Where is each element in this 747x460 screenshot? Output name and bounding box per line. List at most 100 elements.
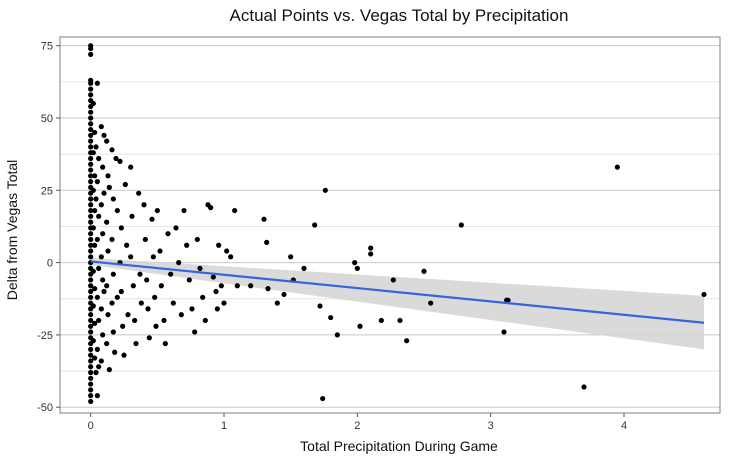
data-point [200,294,206,300]
data-point [92,173,98,179]
data-point [145,306,151,312]
x-tick-label: 4 [621,420,627,432]
data-point [109,300,115,306]
data-point [90,225,96,231]
data-point [92,207,98,214]
data-point [121,352,127,358]
data-point [120,323,126,329]
data-point [96,317,102,324]
data-point [136,190,142,196]
data-point [170,300,176,306]
data-point [158,283,164,289]
data-point [312,222,318,228]
data-point [328,314,334,321]
data-point [202,317,208,324]
data-point [88,288,94,295]
y-tick-label: -50 [37,402,53,414]
data-point [88,242,94,248]
data-point [168,271,174,277]
data-point [214,306,220,312]
data-point [88,115,94,121]
data-point [98,358,104,364]
data-point [322,187,328,193]
data-point [378,317,384,324]
data-point [100,231,106,237]
data-point [125,312,131,318]
data-point [100,164,106,170]
y-tick-label: 50 [41,113,53,125]
data-point [113,155,119,162]
data-point [88,126,94,133]
data-point [288,254,294,260]
data-point [88,283,94,289]
data-point [354,265,360,271]
data-point [176,260,182,266]
data-point [184,242,190,248]
chart-title: Actual Points vs. Vegas Total by Precipi… [230,6,569,25]
data-point [114,294,120,300]
data-point [106,184,112,190]
data-point [94,236,100,243]
data-point [104,283,110,289]
y-tick-label: -25 [37,330,53,342]
data-point [265,286,271,292]
data-point [501,329,507,335]
data-point [129,213,135,219]
data-point [92,286,98,292]
data-point [274,300,280,306]
data-point [186,277,192,283]
data-point [88,236,94,243]
data-point [94,393,100,399]
data-point [109,147,115,153]
data-point [153,323,159,329]
trend-line-layer [90,260,705,324]
confidence-band-layer [90,257,704,350]
data-point [92,320,98,326]
data-point [98,202,104,208]
data-point [88,317,94,324]
data-point [88,80,94,86]
data-point [357,323,363,329]
data-point [146,335,152,341]
data-point [130,283,136,289]
data-point [150,254,156,260]
data-point [88,196,94,202]
y-tick-label: 75 [41,41,53,53]
x-axis-ticks: 0 1 2 3 4 [88,413,627,432]
data-point [88,231,94,237]
data-point [96,265,102,271]
data-point [221,300,227,306]
data-point [88,167,94,173]
data-point [93,196,99,202]
data-point [317,303,323,309]
data-point [88,51,94,57]
data-point [149,216,155,222]
data-point [88,393,94,399]
data-point [88,364,94,370]
data-point [88,213,94,219]
data-point [397,317,403,324]
data-point [192,329,198,335]
data-point [128,164,134,170]
data-point [334,332,340,338]
data-point [100,277,106,283]
data-point [90,338,96,344]
data-point [157,248,163,254]
data-point [162,340,168,347]
data-point [421,268,427,274]
data-point [133,340,139,347]
data-point [352,260,358,266]
data-point [137,271,143,277]
data-point [114,207,120,214]
data-point [94,346,100,352]
data-point [88,312,94,318]
data-point [210,274,216,280]
data-point [132,317,138,324]
data-point [88,398,94,405]
data-point [93,144,99,150]
data-point [101,288,107,295]
data-point [141,202,147,208]
data-point [88,202,94,208]
data-point [92,129,98,136]
data-point [92,242,98,248]
